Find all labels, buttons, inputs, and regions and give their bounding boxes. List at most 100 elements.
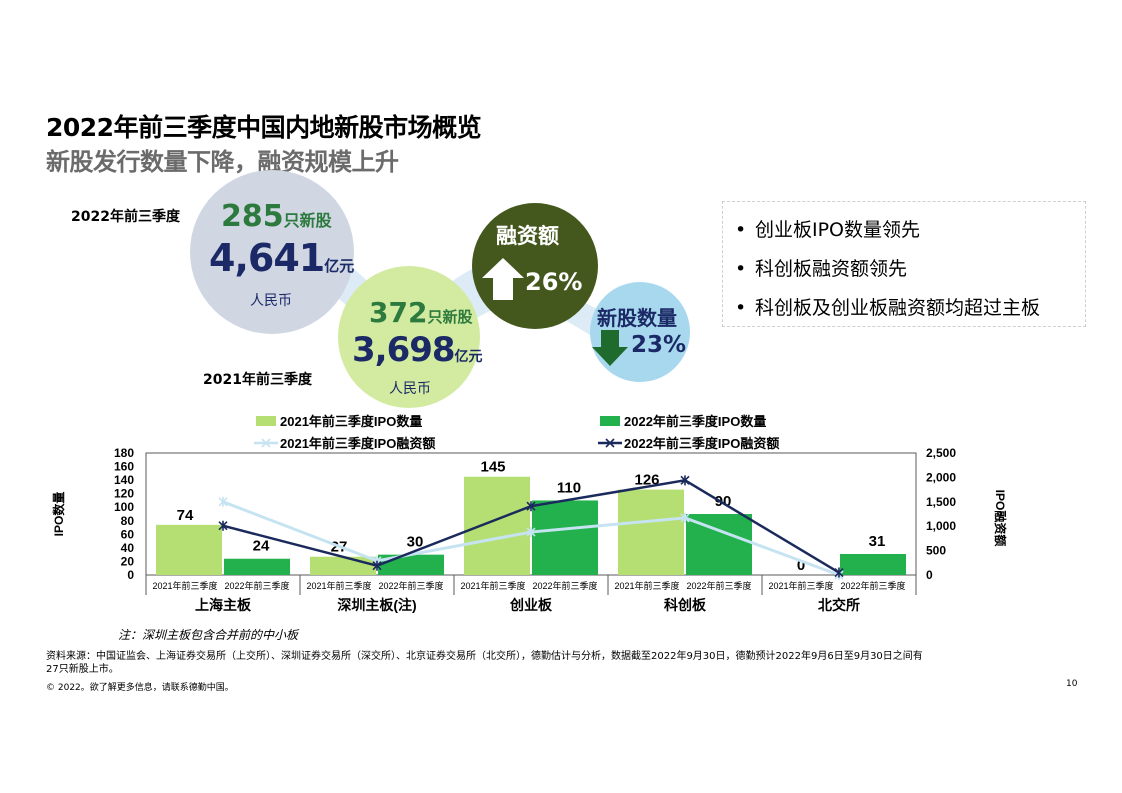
page-number: 10	[1066, 679, 1078, 689]
legend-label: 2022年前三季度IPO融资额	[624, 436, 779, 451]
count-2021-unit: 只新股	[427, 308, 473, 326]
circle-2021	[338, 266, 480, 408]
currency-2022: 人民币	[250, 293, 292, 309]
legend-label: 2021年前三季度IPO融资额	[280, 436, 435, 451]
y2-tick-label: 0	[926, 568, 933, 582]
amount-2022-unit: 亿元	[324, 257, 355, 275]
bar-value-label: 126	[634, 472, 659, 489]
funding-pct: 26%	[525, 268, 583, 296]
y-axis-label: IPO数量	[51, 492, 66, 537]
bar-value-label: 110	[557, 479, 581, 496]
bar-value-label: 0	[797, 557, 805, 574]
x-category-label: 深圳主板(注)	[337, 597, 416, 613]
legend-marker	[261, 438, 271, 448]
page-title: 2022年前三季度中国内地新股市场概览	[46, 113, 482, 142]
funding-circle	[472, 203, 598, 329]
legend-label: 2022年前三季度IPO数量	[624, 414, 766, 429]
key-point: • 创业板IPO数量领先	[735, 219, 921, 241]
bar-value-label: 24	[253, 538, 270, 555]
ipo-count-pct: 23%	[631, 332, 687, 358]
line-point-marker	[834, 567, 844, 578]
y-tick-label: 180	[114, 446, 134, 460]
y-tick-label: 0	[127, 568, 134, 582]
y-tick-label: 40	[121, 541, 135, 555]
y2-tick-label: 2,000	[926, 470, 956, 484]
x-sub-tick-label: 2022年前三季度	[224, 580, 289, 591]
bar	[224, 558, 290, 575]
y-tick-label: 100	[114, 500, 134, 514]
x-category-label: 上海主板	[195, 597, 252, 613]
bar-value-label: 74	[177, 507, 194, 524]
amount-2021-value: 3,698	[352, 330, 456, 370]
bar	[840, 553, 906, 575]
circle-2022	[190, 170, 354, 334]
y-tick-label: 20	[121, 554, 135, 568]
x-sub-tick-label: 2021年前三季度	[306, 580, 371, 591]
x-sub-tick-label: 2022年前三季度	[686, 580, 751, 591]
bar	[156, 524, 222, 575]
label-2022: 2022年前三季度	[71, 209, 180, 225]
count-2022: 285只新股	[221, 199, 332, 234]
x-sub-tick-label: 2021年前三季度	[152, 580, 217, 591]
amount-2022-value: 4,641	[209, 236, 325, 280]
bar-value-label: 30	[407, 534, 424, 551]
x-category-label: 创业板	[509, 597, 553, 613]
y2-tick-label: 1,500	[926, 495, 956, 509]
y2-tick-label: 1,000	[926, 519, 956, 533]
source-line-1: 资料来源：中国证监会、上海证券交易所（上交所）、深圳证券交易所（深交所）、北京证…	[46, 651, 923, 662]
page-subtitle: 新股发行数量下降，融资规模上升	[46, 148, 399, 176]
currency-2021: 人民币	[389, 381, 431, 397]
y2-tick-label: 2,500	[926, 446, 956, 460]
x-sub-tick-label: 2021年前三季度	[768, 580, 833, 591]
key-point: • 科创板及创业板融资额均超过主板	[735, 297, 1041, 319]
source-line-2: 27只新股上市。	[46, 664, 119, 675]
key-point-text: 科创板及创业板融资额均超过主板	[755, 297, 1041, 319]
amount-2022: 4,641亿元	[209, 236, 354, 280]
legend-marker	[605, 438, 615, 448]
legend-swatch	[256, 416, 276, 426]
line-point-marker	[372, 560, 382, 571]
y-tick-label: 140	[114, 473, 134, 487]
x-category-label: 科创板	[664, 597, 707, 613]
x-sub-tick-label: 2022年前三季度	[840, 580, 905, 591]
bar-value-label: 145	[480, 459, 505, 476]
line-point-marker	[526, 527, 536, 538]
y-tick-label: 160	[114, 460, 134, 474]
y-tick-label: 60	[121, 527, 135, 541]
y2-axis-label: IPO融资额	[993, 490, 1008, 547]
y2-tick-label: 500	[926, 544, 946, 558]
bar-value-label: 31	[869, 533, 886, 550]
amount-2021-unit: 亿元	[454, 349, 483, 365]
legend-swatch	[600, 416, 620, 426]
legend-label: 2021年前三季度IPO数量	[280, 414, 422, 429]
y-tick-label: 120	[114, 487, 134, 501]
line-point-marker	[680, 512, 690, 523]
x-sub-tick-label: 2021年前三季度	[460, 580, 525, 591]
count-2021: 372只新股	[369, 296, 472, 329]
key-point: • 科创板融资额领先	[735, 258, 908, 280]
line-point-marker	[680, 475, 690, 486]
label-2021: 2021年前三季度	[203, 372, 312, 388]
chart-note: 注：深圳主板包含合并前的中小板	[118, 628, 299, 642]
y-tick-label: 80	[121, 514, 135, 528]
plot-area	[145, 452, 917, 576]
arrow-down-icon	[592, 330, 628, 366]
bar	[532, 500, 598, 575]
x-sub-tick-label: 2021年前三季度	[614, 580, 679, 591]
line-point-marker	[526, 501, 536, 512]
bar	[686, 514, 752, 575]
key-points-box: • 创业板IPO数量领先 • 科创板融资额领先 • 科创板及创业板融资额均超过主板	[722, 201, 1086, 327]
ipo-count-title: 新股数量	[597, 306, 677, 330]
line-point-marker	[218, 496, 228, 507]
line-point-marker	[218, 520, 228, 531]
funding-title: 融资额	[496, 224, 559, 248]
key-point-text: 科创板融资额领先	[755, 258, 908, 280]
count-2022-unit: 只新股	[283, 211, 332, 230]
bar	[618, 489, 684, 575]
x-category-label: 北交所	[818, 597, 860, 613]
count-2021-value: 372	[369, 296, 428, 329]
x-sub-tick-label: 2022年前三季度	[378, 580, 443, 591]
count-2022-value: 285	[221, 199, 284, 234]
x-sub-tick-label: 2022年前三季度	[532, 580, 597, 591]
